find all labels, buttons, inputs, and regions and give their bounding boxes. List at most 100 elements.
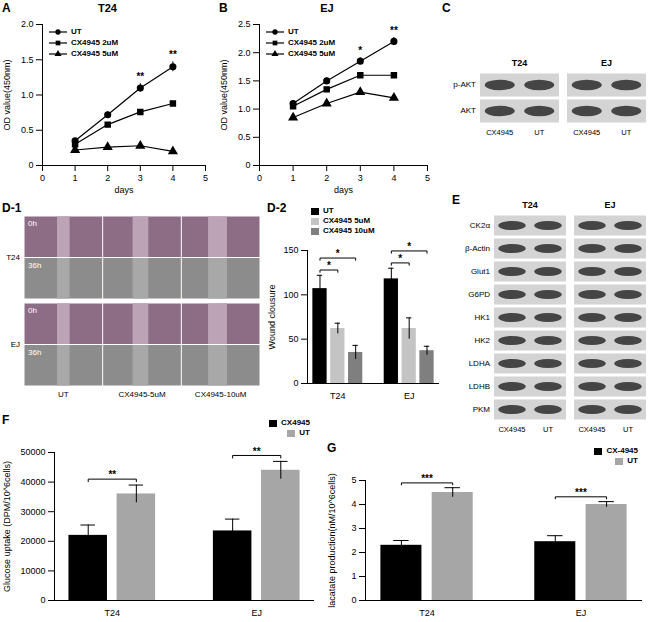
svg-text:0h: 0h [28,219,37,228]
svg-text:150: 150 [283,245,298,255]
svg-text:50: 50 [288,334,298,344]
svg-text:T24: T24 [512,58,528,68]
svg-text:CX4945-5uM: CX4945-5uM [118,390,165,399]
html-text:D-2: D-2 [267,201,287,215]
svg-text:*: * [336,248,340,259]
html-text:T24: T24 [98,2,117,14]
svg-text:T24: T24 [419,608,435,618]
svg-text:LDHA: LDHA [469,359,491,368]
svg-text:5: 5 [351,475,356,485]
svg-text:EJ: EJ [601,58,612,68]
svg-text:β-Actin: β-Actin [465,244,490,253]
svg-text:4: 4 [391,173,396,183]
svg-text:Wound clousure: Wound clousure [267,285,277,350]
svg-text:1: 1 [73,173,78,183]
svg-text:days: days [114,185,134,195]
svg-text:1: 1 [291,173,296,183]
svg-text:*: * [398,253,402,264]
svg-text:1: 1 [351,571,356,581]
svg-text:3: 3 [138,173,143,183]
svg-text:0: 0 [293,378,298,388]
svg-text:36h: 36h [28,348,41,357]
svg-text:1.5: 1.5 [238,76,251,86]
svg-text:T24: T24 [522,200,538,210]
svg-text:3: 3 [351,523,356,533]
svg-text:T24: T24 [6,253,20,262]
svg-text:0: 0 [40,595,45,605]
svg-text:CX4945: CX4945 [578,425,605,434]
svg-text:0.5: 0.5 [238,132,251,142]
svg-text:lacatate production(nM/10^6cel: lacatate production(nM/10^6cells) [327,473,337,607]
svg-text:CX4945-10uM: CX4945-10uM [195,390,247,399]
svg-text:days: days [334,185,354,195]
svg-text:10000: 10000 [20,566,45,576]
svg-text:4: 4 [170,173,175,183]
svg-text:**: ** [136,71,144,82]
svg-text:HK2: HK2 [474,336,490,345]
svg-text:CX4945: CX4945 [486,128,513,137]
svg-text:EJ: EJ [576,608,587,618]
svg-text:1.5: 1.5 [21,55,34,65]
svg-text:CK2α: CK2α [470,221,491,230]
svg-text:20000: 20000 [20,536,45,546]
svg-text:EJ: EJ [604,200,615,210]
svg-text:0: 0 [257,173,262,183]
svg-text:*: * [407,241,411,252]
svg-text:HK1: HK1 [474,313,490,322]
svg-text:2: 2 [324,173,329,183]
svg-text:0h: 0h [28,306,37,315]
svg-text:0: 0 [28,160,33,170]
svg-text:**: ** [108,469,116,480]
svg-text:EJ: EJ [404,391,415,401]
svg-text:UT: UT [621,128,631,137]
svg-text:3: 3 [358,173,363,183]
svg-text:OD value(450nm): OD value(450nm) [219,59,229,130]
svg-text:Glucose uptake (DPM/10^6cells): Glucose uptake (DPM/10^6cells) [2,461,12,592]
svg-text:0: 0 [40,173,45,183]
svg-text:UT: UT [623,425,633,434]
svg-text:EJ: EJ [251,608,262,618]
svg-text:**: ** [169,49,177,60]
html-text:D-1: D-1 [2,201,22,215]
svg-text:4: 4 [351,499,356,509]
svg-text:36h: 36h [28,261,41,270]
svg-text:EJ: EJ [11,340,20,349]
svg-text:AKT: AKT [460,106,476,115]
svg-text:100: 100 [283,290,298,300]
svg-text:5: 5 [425,173,430,183]
svg-text:2.0: 2.0 [21,19,34,29]
svg-text:1.0: 1.0 [238,104,251,114]
svg-text:0: 0 [351,595,356,605]
svg-text:PKM: PKM [473,405,491,414]
svg-text:CX4945: CX4945 [498,425,525,434]
svg-text:G6PD: G6PD [468,290,490,299]
svg-text:2: 2 [105,173,110,183]
svg-text:*: * [358,45,362,56]
svg-text:1.0: 1.0 [21,90,34,100]
svg-text:T24: T24 [105,608,121,618]
svg-text:5: 5 [203,173,208,183]
svg-text:***: *** [421,473,433,484]
svg-text:**: ** [253,446,261,457]
svg-text:Glut1: Glut1 [471,267,491,276]
svg-text:UT: UT [534,128,544,137]
svg-text:2: 2 [351,547,356,557]
svg-text:*: * [327,260,331,271]
svg-text:2.0: 2.0 [238,48,251,58]
svg-text:OD value(450nm): OD value(450nm) [2,59,12,130]
svg-text:0: 0 [245,160,250,170]
svg-text:CX4945: CX4945 [573,128,600,137]
svg-text:50000: 50000 [20,447,45,457]
svg-text:UT: UT [543,425,553,434]
svg-text:p-AKT: p-AKT [453,80,476,89]
svg-text:0.5: 0.5 [21,125,34,135]
svg-text:UT: UT [58,390,69,399]
svg-text:T24: T24 [330,391,346,401]
svg-text:30000: 30000 [20,507,45,517]
svg-text:**: ** [390,25,398,36]
svg-text:***: *** [575,487,587,498]
svg-text:40000: 40000 [20,477,45,487]
svg-text:LDHB: LDHB [469,382,490,391]
html-text:EJ: EJ [320,2,334,14]
svg-text:2.5: 2.5 [238,19,251,29]
